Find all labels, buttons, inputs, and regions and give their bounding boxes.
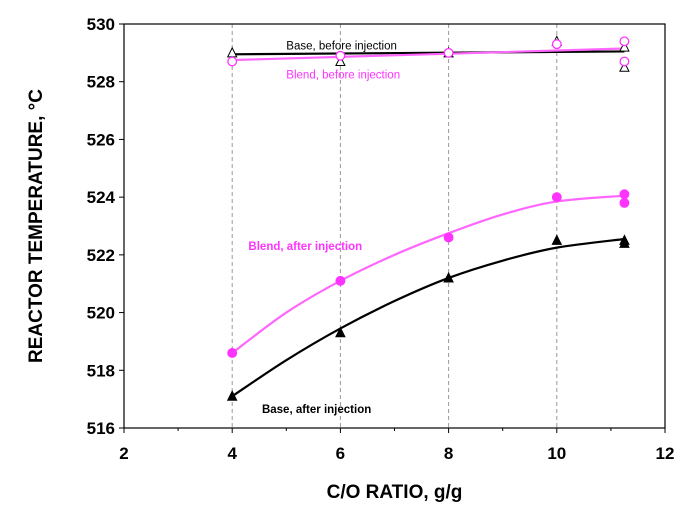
y-tick-label: 528 [87, 73, 115, 92]
data-point [619, 61, 630, 72]
x-tick-label: 4 [227, 444, 237, 463]
y-tick-label: 530 [87, 15, 115, 34]
data-point [335, 275, 346, 286]
data-point [551, 192, 562, 203]
annotation-layer: Base, before injection Blend, before inje… [248, 41, 400, 417]
data-point [443, 232, 454, 243]
data-point [335, 326, 346, 338]
data-point [443, 47, 454, 58]
x-tick-label: 2 [119, 444, 128, 463]
data-point [619, 237, 630, 248]
x-axis-title: C/O RATIO, g/g [327, 482, 463, 503]
data-point [551, 234, 563, 245]
x-tick-label: 12 [656, 444, 675, 463]
fit-layer [231, 47, 625, 398]
y-tick-label: 516 [87, 419, 115, 438]
data-point [619, 197, 630, 208]
tick-layer: 2 4 6 8 10 12 516 518 520 522 524 526 528 530 [87, 15, 675, 463]
y-tick-label: 520 [87, 304, 115, 323]
data-point [335, 55, 346, 67]
data-point [551, 39, 562, 50]
y-tick-label: 518 [87, 361, 115, 380]
data-point [443, 271, 454, 283]
data-point [619, 40, 630, 52]
data-point [619, 56, 630, 67]
grid-layer [231, 24, 558, 428]
data-point [227, 348, 238, 358]
plot-frame [123, 23, 666, 429]
fit-curve [232, 47, 625, 62]
fit-curve [232, 50, 625, 56]
x-tick-label: 10 [547, 444, 566, 463]
data-point [226, 390, 238, 401]
y-tick-label: 524 [87, 188, 116, 207]
data-point [335, 50, 346, 61]
data-point [619, 36, 630, 47]
fit-curve [231, 194, 625, 354]
data-point [226, 46, 238, 58]
fit-curve [231, 237, 625, 398]
data-point [227, 56, 238, 67]
annotation-label: Base, after injection [262, 404, 371, 416]
annotation-label: Blend, before injection [286, 70, 400, 82]
data-point [619, 189, 630, 200]
y-tick-label: 526 [87, 130, 115, 149]
x-tick-label: 8 [444, 444, 453, 463]
y-axis-title: REACTOR TEMPERATURE, °C [26, 89, 47, 363]
marker-layer [226, 35, 630, 401]
x-tick-label: 6 [336, 444, 345, 463]
annotation-label: Blend, after injection [248, 241, 362, 253]
annotation-label: Base, before injection [286, 41, 397, 53]
y-tick-label: 522 [87, 246, 115, 265]
